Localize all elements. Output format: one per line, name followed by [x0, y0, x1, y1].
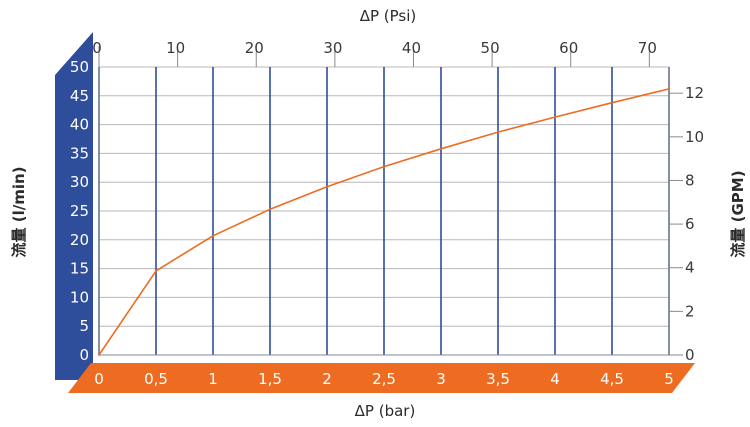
- x-top-axis-title: ΔP (Psi): [360, 7, 417, 25]
- x-top-tick-label: 40: [402, 39, 421, 57]
- y-left-tick-label: 0: [79, 346, 89, 364]
- axis-titles: ΔP (Psi) ΔP (bar) 流量 (l/min) 流量 (GPM): [10, 7, 747, 420]
- x-bottom-tick-label: 2,5: [372, 370, 396, 388]
- y-right-tick-label: 4: [685, 259, 695, 277]
- series-point: [212, 234, 214, 237]
- y-left-tick-label: 45: [70, 87, 89, 105]
- series-point: [668, 88, 670, 90]
- x-top-tick-label: 70: [638, 39, 657, 57]
- series-point: [383, 165, 385, 168]
- series-point: [326, 186, 328, 188]
- y-left-tick-label: 50: [70, 58, 89, 76]
- x-top-tick-label: 20: [245, 39, 264, 57]
- y-left-tick-label: 30: [70, 173, 89, 191]
- x-bottom-tick-label: 1,5: [258, 370, 282, 388]
- y-right-tick-label: 0: [685, 346, 695, 364]
- y-right-tick-label: 10: [685, 128, 704, 146]
- y-right-tick-label: 12: [685, 84, 704, 102]
- x-bottom-tick-label: 1: [208, 370, 218, 388]
- series-point: [497, 131, 499, 133]
- series-curves: [98, 88, 670, 356]
- y-left-tick-label: 25: [70, 202, 89, 220]
- plot-frame: [98, 67, 670, 356]
- series-point: [554, 116, 556, 118]
- x-bottom-tick-label: 0,5: [144, 370, 168, 388]
- x-bottom-tick-label: 5: [664, 370, 674, 388]
- series-point: [269, 208, 271, 211]
- y-left-tick-label: 10: [70, 288, 89, 306]
- y-left-tick-label: 35: [70, 144, 89, 162]
- series-point: [611, 101, 613, 104]
- y-right-tick-label: 8: [685, 171, 695, 189]
- y-left-tick-label: 20: [70, 231, 89, 249]
- y-right-tick-label: 6: [685, 215, 695, 233]
- x-bottom-tick-label: 2: [322, 370, 332, 388]
- x-top-tick-label: 10: [166, 39, 185, 57]
- y-left-tick-label: 40: [70, 116, 89, 134]
- x-top-tick-label: 0: [92, 39, 102, 57]
- x-top-tick-label: 50: [481, 39, 500, 57]
- x-top-tick-label: 30: [323, 39, 342, 57]
- x-bottom-tick-label: 3: [436, 370, 446, 388]
- x-bottom-tick-label: 4,5: [600, 370, 624, 388]
- axis-bands: [55, 32, 695, 393]
- x-bottom-tick-label: 3,5: [486, 370, 510, 388]
- tick-labels: 0 10 20 30 40 50 60 700 0,5 1 1,5 2 2,5 3 3,5 4 4,5 50510…: [70, 39, 704, 388]
- y-left-axis-title: 流量 (l/min): [10, 166, 28, 257]
- series-point: [98, 354, 100, 356]
- series-point: [155, 270, 157, 272]
- bottom-axis-band: [68, 363, 695, 393]
- y-right-tick-label: 2: [685, 302, 695, 320]
- y-left-tick-label: 15: [70, 260, 89, 278]
- series-point: [440, 147, 442, 150]
- x-bottom-tick-label: 0: [94, 370, 104, 388]
- x-top-tick-label: 60: [559, 39, 578, 57]
- y-left-tick-label: 5: [79, 317, 89, 335]
- y-right-axis-title: 流量 (GPM): [729, 170, 747, 257]
- x-bottom-tick-label: 4: [550, 370, 560, 388]
- left-axis-band: [55, 32, 93, 380]
- x-bottom-axis-title: ΔP (bar): [355, 402, 416, 420]
